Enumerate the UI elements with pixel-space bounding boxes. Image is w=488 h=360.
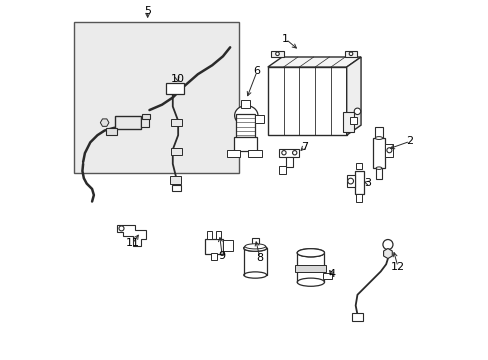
Circle shape	[292, 150, 296, 155]
Ellipse shape	[297, 278, 324, 286]
Bar	[169, 176, 180, 184]
Bar	[106, 128, 117, 135]
Ellipse shape	[375, 167, 381, 170]
Ellipse shape	[244, 244, 265, 249]
Polygon shape	[346, 57, 360, 135]
Ellipse shape	[234, 105, 258, 125]
Circle shape	[348, 52, 352, 55]
Ellipse shape	[297, 249, 324, 257]
Bar	[165, 83, 183, 94]
Bar	[351, 313, 362, 321]
Circle shape	[281, 150, 285, 155]
Bar	[295, 265, 325, 272]
Bar	[255, 116, 264, 123]
Text: 1: 1	[282, 34, 288, 44]
Bar	[223, 240, 233, 251]
Text: 7: 7	[301, 141, 307, 152]
Bar	[271, 50, 284, 57]
Bar	[204, 239, 223, 253]
Polygon shape	[383, 248, 391, 258]
Bar	[356, 194, 362, 202]
Bar	[171, 119, 182, 126]
Ellipse shape	[244, 272, 266, 278]
Text: 2: 2	[406, 136, 413, 146]
Text: 4: 4	[328, 269, 335, 279]
Bar	[241, 100, 249, 108]
Bar	[251, 238, 258, 247]
Bar	[235, 114, 255, 137]
Bar	[211, 253, 217, 260]
Polygon shape	[267, 57, 360, 67]
Circle shape	[347, 178, 353, 184]
Bar	[356, 163, 362, 169]
Text: 12: 12	[390, 262, 404, 272]
Circle shape	[119, 226, 124, 231]
Bar	[171, 148, 182, 155]
Bar	[375, 127, 382, 138]
Circle shape	[386, 148, 391, 153]
Circle shape	[275, 52, 279, 55]
Ellipse shape	[244, 245, 266, 251]
Text: 10: 10	[170, 73, 184, 84]
Text: 3: 3	[363, 178, 370, 188]
Bar	[346, 175, 354, 187]
Bar	[343, 112, 353, 132]
Bar	[140, 118, 149, 127]
Bar	[344, 50, 357, 57]
Bar	[375, 168, 381, 179]
Text: 11: 11	[125, 238, 140, 248]
Ellipse shape	[375, 136, 382, 139]
Bar	[279, 149, 299, 157]
Bar	[215, 231, 221, 239]
Circle shape	[382, 239, 392, 249]
Bar	[279, 166, 285, 174]
Text: 9: 9	[218, 251, 225, 261]
Bar	[233, 137, 257, 151]
Text: 8: 8	[256, 253, 263, 263]
Text: 5: 5	[144, 6, 151, 16]
Bar	[172, 185, 180, 191]
Bar	[385, 144, 392, 157]
Bar	[349, 117, 357, 125]
Bar	[74, 22, 239, 173]
Bar	[247, 150, 261, 157]
Bar	[322, 273, 331, 279]
Bar	[115, 116, 140, 129]
Bar	[206, 231, 212, 239]
Bar	[267, 67, 346, 135]
Bar	[354, 171, 363, 194]
Bar	[285, 157, 292, 167]
Ellipse shape	[244, 245, 266, 251]
Bar	[372, 138, 385, 168]
Bar	[142, 114, 150, 120]
Circle shape	[353, 108, 360, 114]
Ellipse shape	[297, 249, 324, 257]
Bar	[226, 150, 240, 157]
Polygon shape	[100, 119, 109, 126]
Text: 6: 6	[253, 66, 260, 76]
